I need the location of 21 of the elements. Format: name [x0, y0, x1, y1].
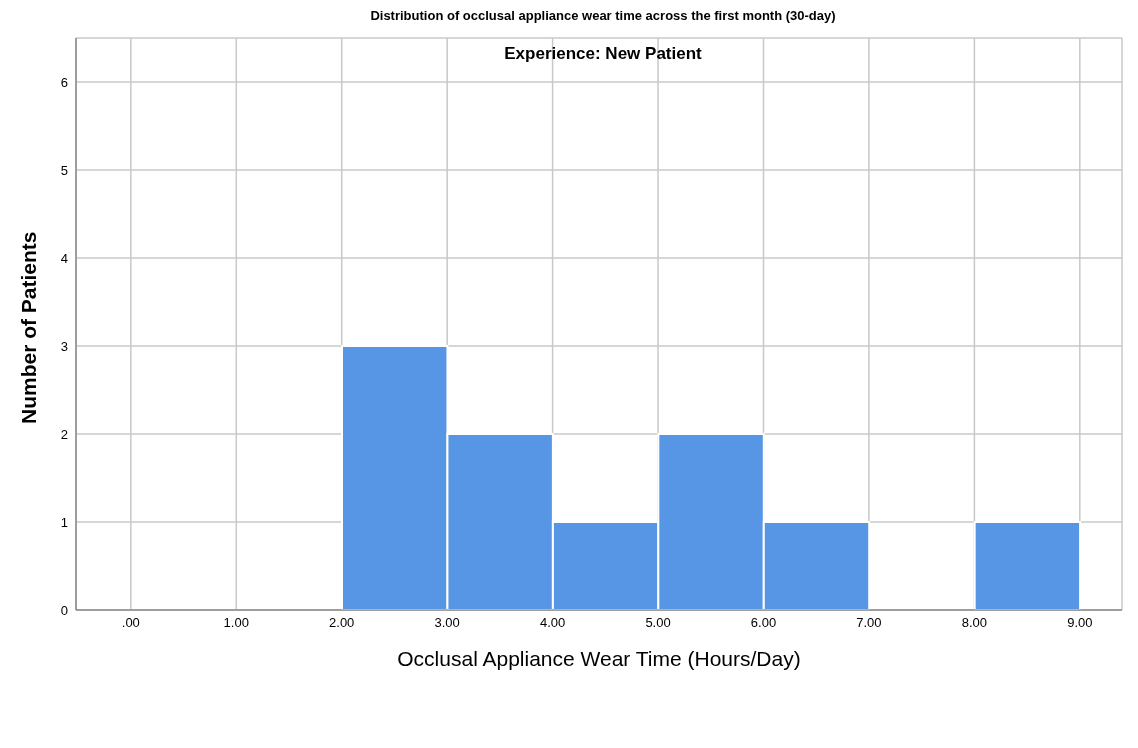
y-tick-label: 1: [60, 515, 68, 530]
x-tick-label: 8.00: [961, 615, 988, 631]
x-tick-label: 5.00: [645, 615, 671, 631]
y-tick-label: 6: [60, 75, 68, 90]
x-tick-label: 9.00: [1067, 615, 1093, 631]
y-tick-label: 4: [60, 251, 68, 266]
x-tick-label: 4.00: [539, 615, 566, 631]
y-axis-title: Number of Patients: [17, 231, 41, 424]
x-tick-label: 1.00: [223, 615, 249, 631]
chart-subtitle: Experience: New Patient: [503, 44, 703, 64]
x-axis-title: Occlusal Appliance Wear Time (Hours/Day): [397, 647, 801, 670]
x-tick-label: .00: [121, 615, 140, 631]
y-tick-label: 2: [60, 427, 68, 442]
y-tick-label: 5: [60, 163, 68, 178]
x-tick-label: 6.00: [750, 615, 777, 631]
x-tick-label: 3.00: [434, 615, 460, 631]
y-tick-label: 0: [60, 603, 68, 618]
x-tick-label: 2.00: [329, 615, 355, 631]
chart-title: Distribution of occlusal appliance wear time across the first month (30-day): [369, 8, 837, 25]
y-tick-label: 3: [60, 339, 68, 354]
x-tick-label: 7.00: [856, 615, 882, 631]
